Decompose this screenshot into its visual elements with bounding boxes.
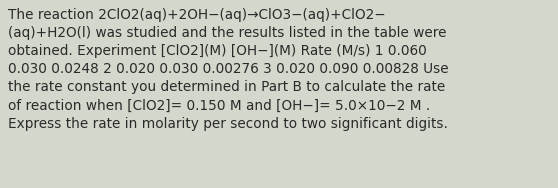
Text: The reaction 2ClO2(aq)+2OH−(aq)→ClO3−(aq)+ClO2−
(aq)+H2O(l) was studied and the : The reaction 2ClO2(aq)+2OH−(aq)→ClO3−(aq… (8, 8, 449, 131)
